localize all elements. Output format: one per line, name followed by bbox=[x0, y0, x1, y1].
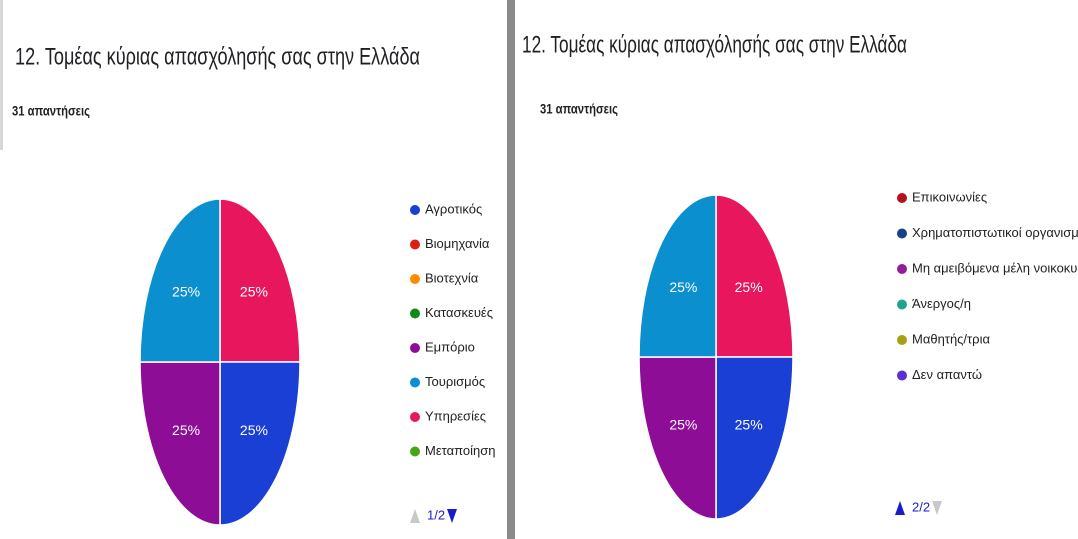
chart-title: 12. Τομέας κύριας απασχόλησής σας στην Ε… bbox=[15, 43, 420, 70]
legend-label: Άνεργος/η bbox=[912, 296, 971, 311]
pager-label: 1/2 bbox=[427, 507, 445, 522]
slice-label: 25% bbox=[172, 422, 200, 438]
legend-label: Μεταποίηση bbox=[425, 443, 495, 458]
slice-label: 25% bbox=[669, 416, 697, 432]
legend-label: Δεν απαντώ bbox=[912, 367, 982, 382]
legend-swatch bbox=[410, 446, 420, 457]
legend-label: Μη αμειβόμενα μέλη νοικοκυριού bbox=[912, 260, 1078, 275]
legend-swatch bbox=[897, 335, 907, 345]
legend-label: Τουρισμός bbox=[425, 374, 485, 389]
slice-label: 25% bbox=[735, 279, 763, 295]
legend-swatch bbox=[897, 370, 907, 381]
legend-label: Χρηματοπιστωτικοί οργανισμοί bbox=[912, 225, 1078, 240]
legend-swatch bbox=[897, 228, 907, 239]
legend-label: Εμπόριο bbox=[425, 339, 475, 354]
pager-next[interactable] bbox=[932, 501, 942, 515]
edge bbox=[0, 0, 3, 150]
legend-label: Υπηρεσίες bbox=[425, 408, 486, 423]
legend-swatch bbox=[410, 412, 420, 422]
legend-swatch bbox=[410, 343, 420, 353]
pie-slice bbox=[638, 194, 717, 358]
legend-swatch bbox=[410, 308, 420, 319]
chart-title: 12. Τομέας κύριας απασχόλησής σας στην Ε… bbox=[522, 31, 907, 58]
pie-slice bbox=[219, 198, 301, 363]
slice-label: 25% bbox=[240, 284, 268, 300]
legend-swatch bbox=[410, 274, 420, 284]
legend-swatch bbox=[410, 205, 420, 215]
legend-label: Μαθητής/τρια bbox=[912, 331, 990, 346]
slice-label: 25% bbox=[172, 284, 200, 300]
pie-slice bbox=[139, 198, 221, 363]
legend-label: Αγροτικός bbox=[425, 201, 482, 216]
slice-label: 25% bbox=[240, 422, 268, 438]
pager-next[interactable] bbox=[447, 509, 457, 523]
legend-swatch bbox=[897, 264, 907, 274]
pager-label: 2/2 bbox=[912, 499, 930, 514]
divider bbox=[507, 0, 515, 539]
legend-swatch bbox=[410, 377, 420, 388]
pie-slice bbox=[715, 356, 794, 520]
legend-label: Κατασκευές bbox=[425, 305, 493, 320]
legend-swatch bbox=[897, 299, 907, 310]
legend-label: Επικοινωνίες bbox=[912, 189, 987, 204]
pie-slice bbox=[219, 361, 301, 526]
pie-slice bbox=[715, 194, 794, 358]
legend-label: Βιοτεχνία bbox=[425, 270, 479, 285]
pager-prev[interactable] bbox=[410, 509, 420, 523]
pie-slice bbox=[139, 361, 221, 526]
legend-swatch bbox=[410, 239, 420, 250]
response-count: 31 απαντήσεις bbox=[12, 103, 90, 119]
slice-label: 25% bbox=[735, 416, 763, 432]
legend-swatch bbox=[897, 193, 907, 203]
slice-label: 25% bbox=[669, 279, 697, 295]
pie-slice bbox=[638, 356, 717, 520]
pager-prev[interactable] bbox=[895, 501, 905, 515]
response-count: 31 απαντήσεις bbox=[540, 101, 618, 117]
legend-label: Βιομηχανία bbox=[425, 236, 490, 251]
